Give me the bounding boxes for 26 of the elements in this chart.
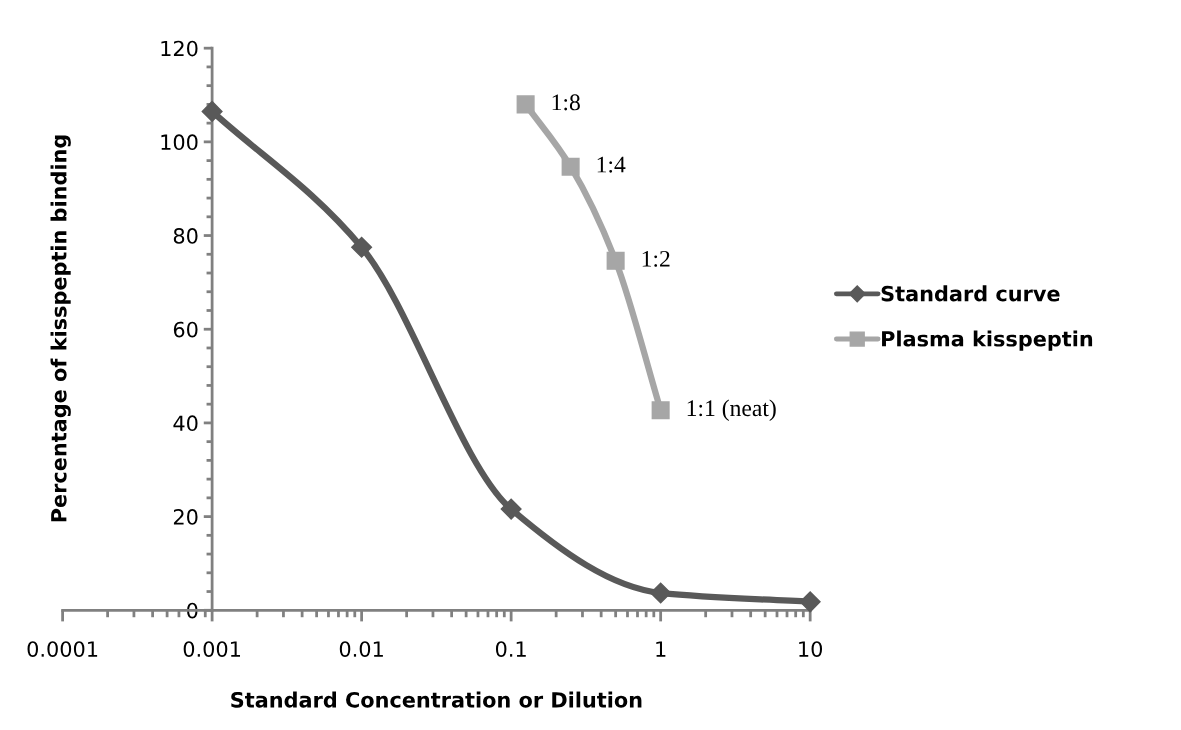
point xyxy=(201,100,223,122)
point xyxy=(651,401,670,420)
annotation: 1:8 xyxy=(552,94,580,111)
y-tick-label: 60 xyxy=(173,321,198,338)
x-tick-label: 1 xyxy=(656,641,666,657)
x-tick-label: 0.001 xyxy=(183,641,240,657)
y-axis-title: Percentage of kisspeptin binding xyxy=(50,135,71,522)
y-tick-label: 100 xyxy=(161,134,198,151)
y-tick-label: 20 xyxy=(173,509,198,525)
annotation: 1:1 (neat) xyxy=(687,399,776,421)
point xyxy=(799,591,821,613)
x-tick-label: 0.01 xyxy=(339,641,383,657)
legend-label: Standard curve xyxy=(881,285,1060,302)
y-tick-label: 40 xyxy=(173,415,198,432)
annotation: 1:4 xyxy=(597,156,626,173)
x-tick-label: 0.0001 xyxy=(27,641,98,657)
point xyxy=(650,582,672,604)
y-tick-label: 80 xyxy=(173,228,198,244)
legend-label: Plasma kisspeptin xyxy=(882,330,1093,351)
x-tick-label: 0.1 xyxy=(495,641,526,657)
x-tick-label: 10 xyxy=(799,641,823,657)
x-axis-title: Standard Concentration or Dilution xyxy=(231,691,642,708)
y-tick-label: 120 xyxy=(161,40,198,57)
point xyxy=(500,498,522,520)
annotation: 1:2 xyxy=(642,250,670,267)
point xyxy=(351,236,373,258)
